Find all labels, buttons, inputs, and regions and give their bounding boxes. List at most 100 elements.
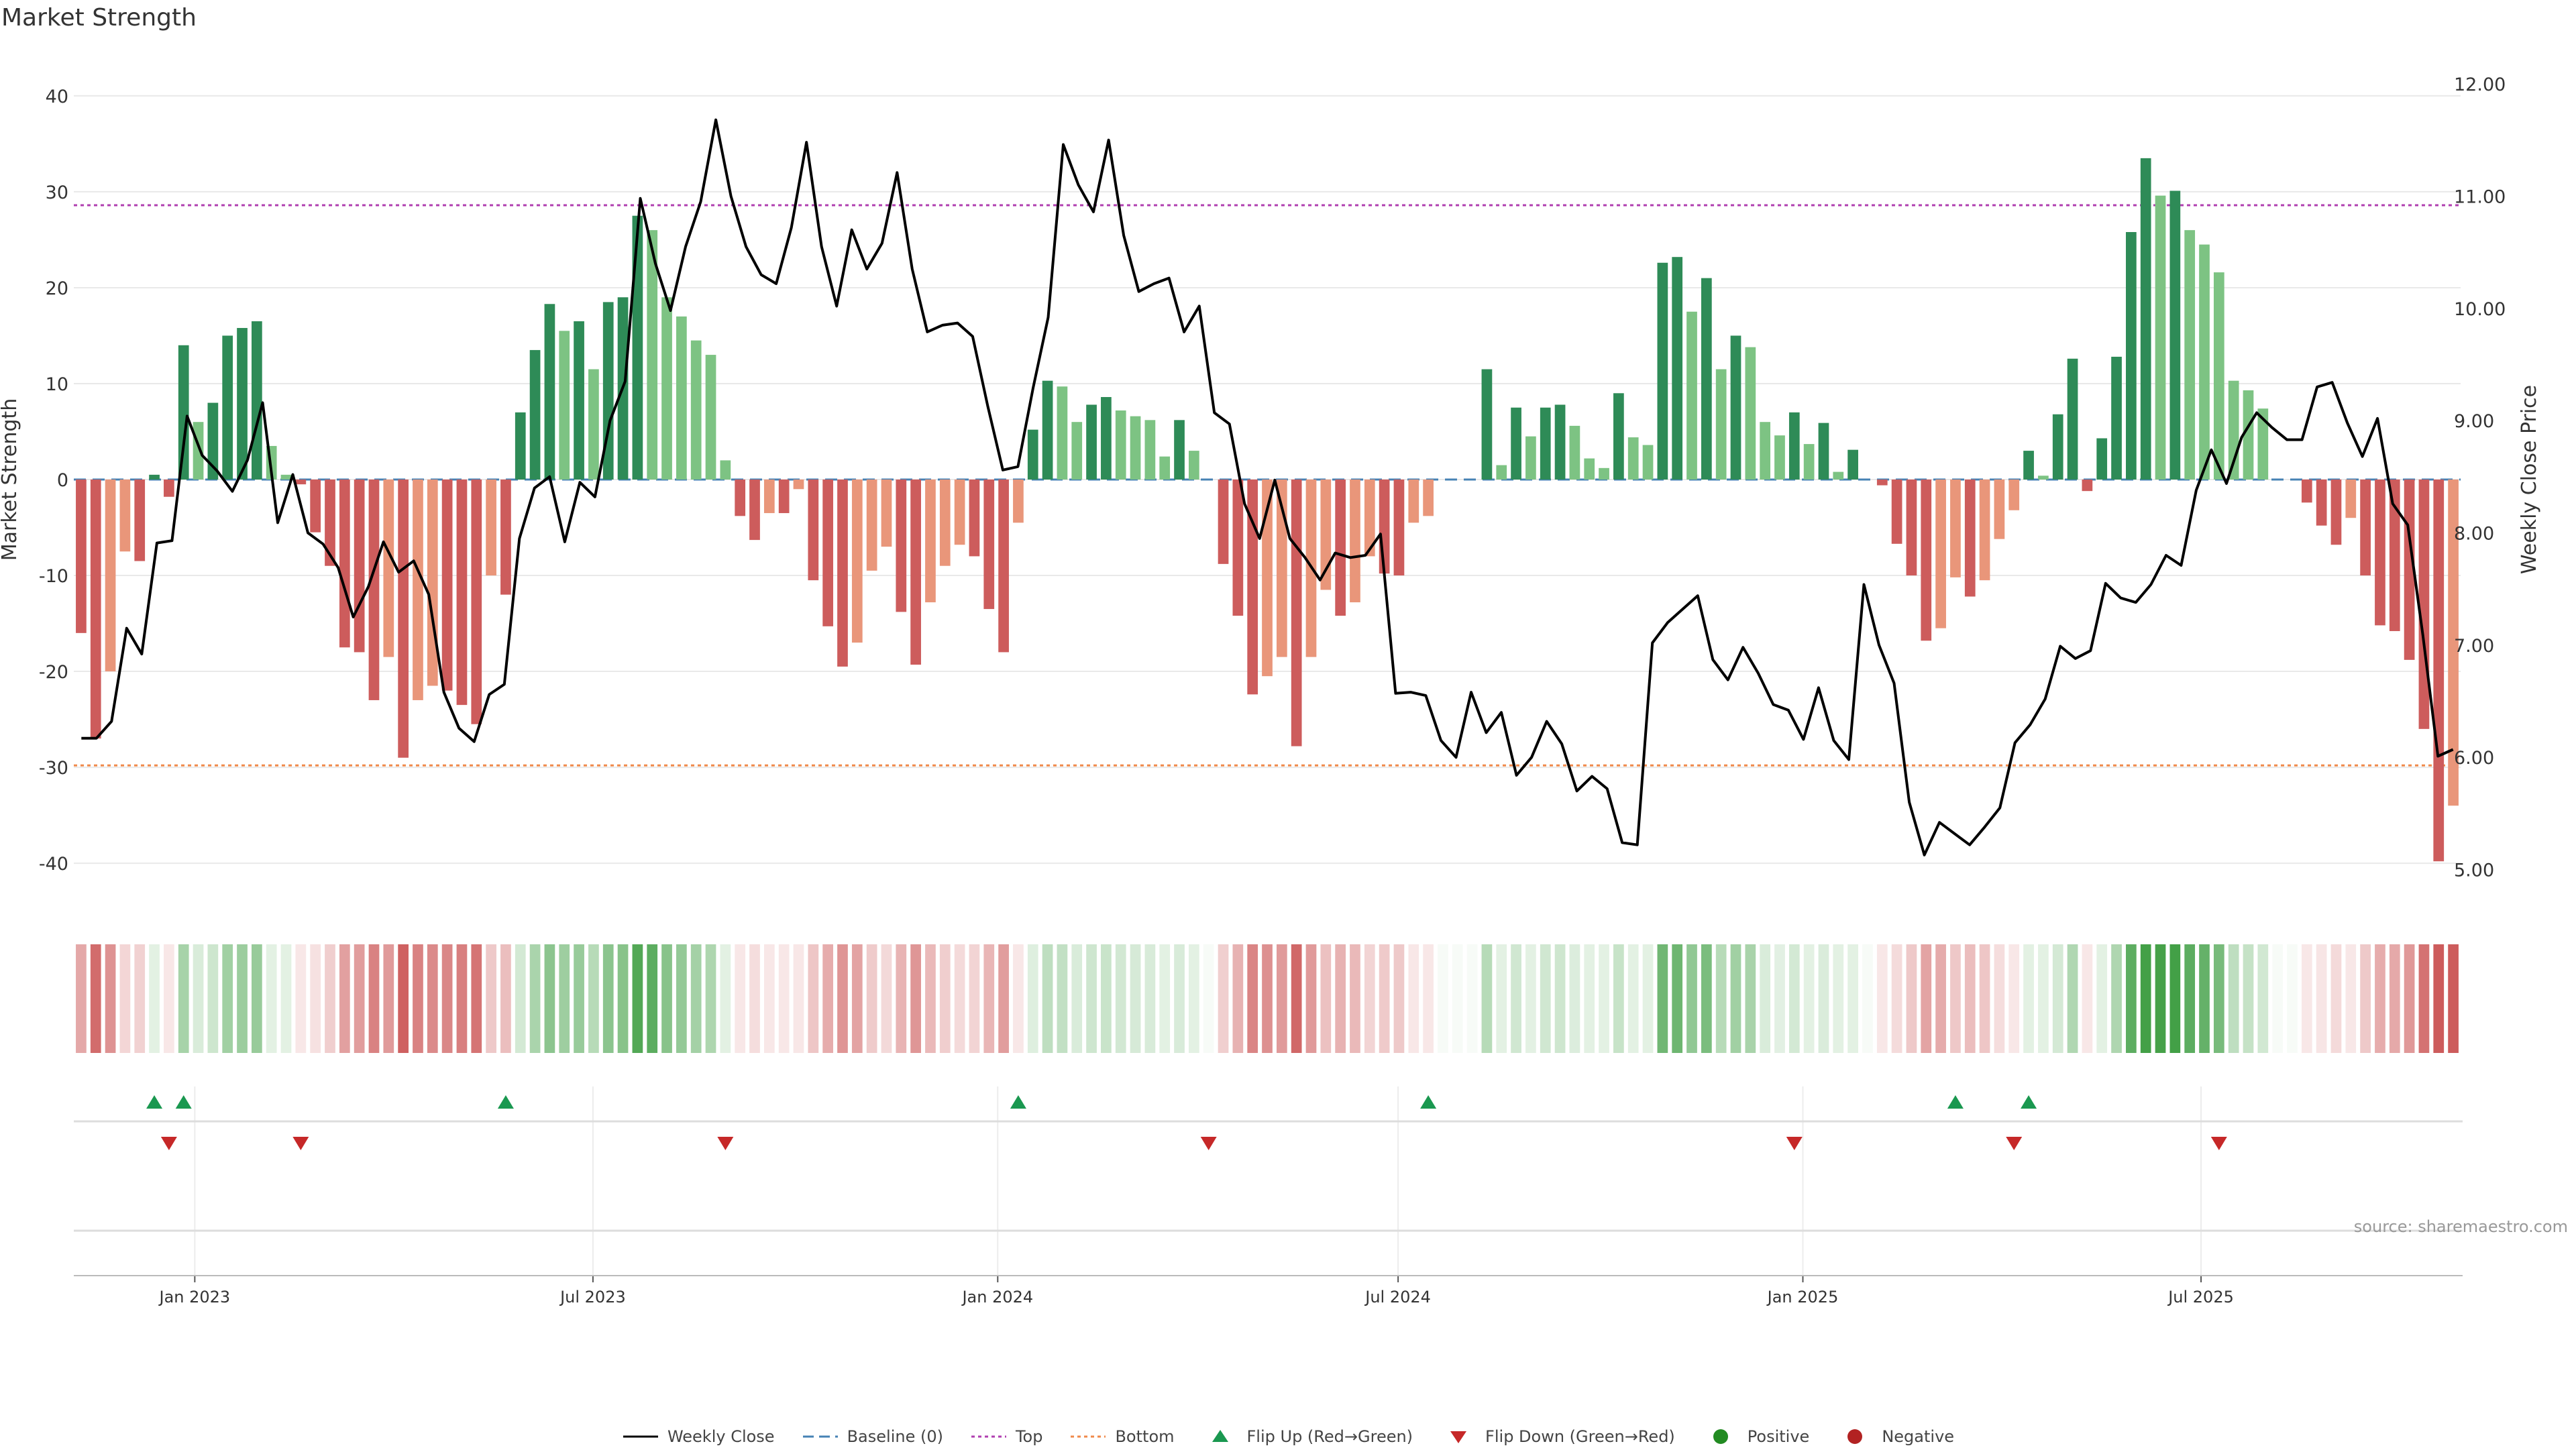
strength-bar <box>983 480 995 610</box>
strength-bar <box>851 480 863 643</box>
heat-strip <box>1452 944 1463 1053</box>
strength-bar <box>1393 480 1405 576</box>
legend-label: Positive <box>1747 1427 1810 1446</box>
strength-bar <box>1774 435 1785 480</box>
heat-strip <box>954 944 965 1053</box>
heat-strip <box>1247 944 1258 1053</box>
strength-bar <box>2111 356 2122 480</box>
heat-strip <box>1979 944 1990 1053</box>
heat-strip <box>1013 944 1024 1053</box>
strength-bar <box>1101 397 1112 480</box>
legend-label: Bottom <box>1115 1427 1175 1446</box>
heat-strip <box>105 944 116 1053</box>
heat-strip <box>266 944 277 1053</box>
strength-bar <box>441 480 453 691</box>
strength-bar <box>2126 232 2137 480</box>
flip-down-marker <box>1786 1137 1803 1150</box>
heat-strip <box>1540 944 1551 1053</box>
heat-strip <box>588 944 599 1053</box>
heat-strip <box>735 944 746 1053</box>
heat-strip <box>456 944 468 1053</box>
strength-bar <box>1701 278 1712 480</box>
strength-bar <box>1189 451 1199 480</box>
heat-strip <box>207 944 219 1053</box>
heat-strip <box>76 944 87 1053</box>
heat-strip <box>2155 944 2166 1053</box>
heat-strip <box>2448 944 2459 1053</box>
heat-strip <box>1847 944 1858 1053</box>
heat-strip <box>1760 944 1771 1053</box>
strength-bar <box>2316 480 2327 526</box>
heat-strip <box>354 944 365 1053</box>
heat-strip <box>1554 944 1566 1053</box>
heat-strip <box>1496 944 1507 1053</box>
strength-bar <box>2169 190 2181 480</box>
strength-bar <box>1657 262 1668 480</box>
heat-strip <box>2418 944 2430 1053</box>
strength-bar <box>2375 480 2385 626</box>
heat-strip <box>559 944 570 1053</box>
strength-bar <box>1086 404 1097 480</box>
flip-up-marker <box>1420 1095 1437 1109</box>
strength-bar <box>368 480 380 700</box>
flip-up-marker <box>497 1095 514 1109</box>
heat-strip <box>2375 944 2385 1053</box>
y-tick-label: -40 <box>39 854 68 875</box>
heat-strip <box>602 944 614 1053</box>
heat-strip <box>310 944 321 1053</box>
strength-bar <box>1818 423 1829 480</box>
strength-bar <box>1876 480 1888 486</box>
strength-bar <box>808 480 819 581</box>
strength-bar <box>413 480 423 700</box>
heat-strip <box>222 944 233 1053</box>
y2-tick-label: 9.00 <box>2454 411 2494 432</box>
strength-bar <box>515 412 526 480</box>
legend-swatch-flip-down <box>1450 1431 1467 1443</box>
heat-strip <box>1525 944 1536 1053</box>
strength-bar <box>237 328 248 480</box>
legend-item-flip-up: Flip Up (Red→Green) <box>1201 1427 1413 1446</box>
strength-bar <box>1788 412 1800 480</box>
strength-bar <box>1496 465 1507 480</box>
strength-bar <box>149 474 160 480</box>
heat-strip <box>149 944 160 1053</box>
heat-strip <box>1994 944 2005 1053</box>
heat-strip <box>676 944 687 1053</box>
strength-bar <box>735 480 746 516</box>
heat-strip <box>574 944 584 1053</box>
strength-bar <box>325 480 335 566</box>
strength-bar <box>2389 480 2400 631</box>
strength-bar <box>2243 390 2254 480</box>
legend-item-weekly-close: Weekly Close <box>622 1427 775 1446</box>
heat-strip <box>427 944 438 1053</box>
heat-strip <box>1393 944 1405 1053</box>
heat-strip <box>822 944 834 1053</box>
strength-bar <box>1672 257 1683 480</box>
heat-strip <box>1232 944 1244 1053</box>
strength-bar <box>1921 480 1932 641</box>
y-tick-label: 40 <box>46 87 68 107</box>
strength-bar <box>1027 429 1038 480</box>
strength-bar <box>1232 480 1244 616</box>
legend-swatch-weekly-close <box>623 1435 658 1438</box>
heat-strip <box>969 944 980 1053</box>
strength-bar <box>793 480 804 490</box>
heat-strip <box>1291 944 1302 1053</box>
heat-strip <box>1320 944 1332 1053</box>
heat-strip <box>325 944 335 1053</box>
flip-up-marker <box>1010 1095 1026 1109</box>
heat-strip <box>413 944 423 1053</box>
y-tick-label: -30 <box>39 758 68 779</box>
heat-strip <box>1891 944 1902 1053</box>
strength-bar <box>661 297 672 480</box>
strength-bar <box>1686 311 1697 480</box>
heat-strip <box>2052 944 2063 1053</box>
strength-bar <box>1350 480 1360 603</box>
strength-bar <box>1584 458 1595 480</box>
y-axis-label: Market Strength <box>0 398 21 561</box>
strength-bar <box>632 215 643 480</box>
heat-strip <box>1189 944 1199 1053</box>
heat-strip <box>178 944 189 1053</box>
strength-bar <box>881 480 892 547</box>
heat-strip <box>1906 944 1917 1053</box>
